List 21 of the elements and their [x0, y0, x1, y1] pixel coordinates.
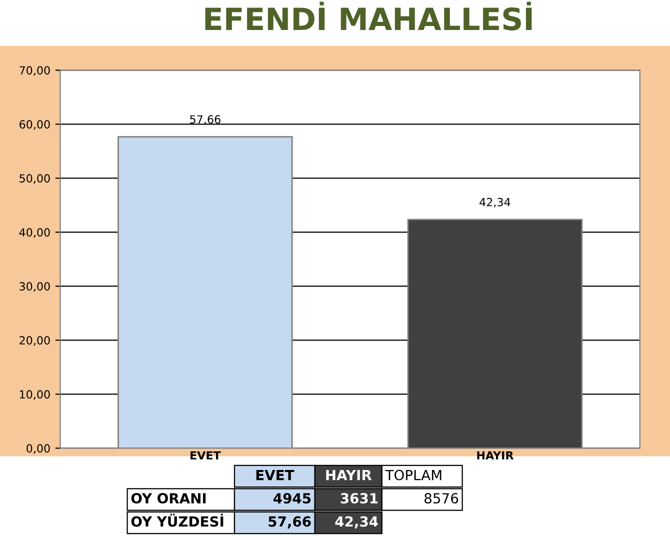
text: 3631 [340, 493, 378, 504]
text: OY YÜZDESİ [131, 514, 224, 527]
text: 8576 [424, 493, 458, 504]
text: 57,66 [268, 516, 311, 529]
text: OY ORANI [131, 493, 206, 504]
y-tick-label: 20,00 [20, 336, 50, 346]
y-tick-label: 50,00 [20, 174, 50, 184]
data-label: 42,34 [480, 198, 510, 208]
y-tick-label: 30,00 [20, 282, 50, 292]
y-tick-label: 60,00 [20, 120, 50, 130]
chart-title: EFENDİ MAHALLESİ [205, 2, 532, 30]
text: 42,34 [335, 516, 378, 529]
y-tick-label: 70,00 [20, 66, 50, 76]
category-label: HAYIR [326, 470, 372, 480]
y-tick-label: 10,00 [20, 390, 50, 400]
category-label: EVET [256, 470, 294, 480]
data-label: 57,66 [190, 115, 220, 125]
y-tick-label: 0,00 [26, 444, 50, 454]
text: 4945 [274, 493, 311, 504]
text: TOPLAM [385, 470, 442, 480]
y-tick-label: 40,00 [19, 228, 50, 238]
